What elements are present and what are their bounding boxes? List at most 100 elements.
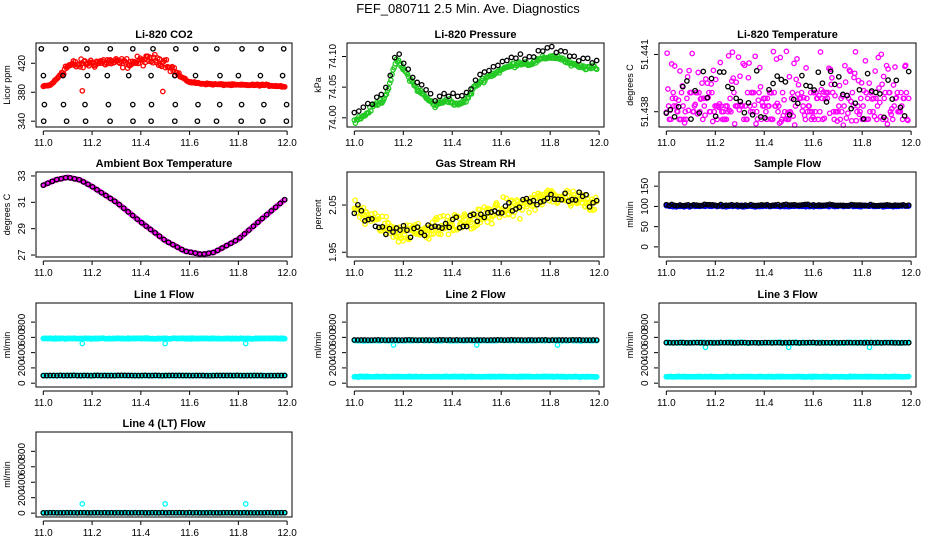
- x-tick-label: 11.6: [804, 138, 823, 149]
- data-point: [704, 94, 711, 101]
- data-point: [576, 337, 583, 343]
- data-point: [755, 97, 762, 104]
- data-point: [474, 218, 481, 225]
- data-point: [446, 224, 453, 231]
- data-point: [810, 202, 817, 208]
- data-point: [747, 201, 754, 208]
- data-point: [572, 197, 579, 203]
- data-point: [799, 108, 806, 114]
- data-point: [254, 509, 261, 516]
- data-point: [108, 372, 115, 379]
- data-point: [416, 337, 423, 343]
- data-point: [746, 60, 752, 66]
- data-point: [667, 106, 674, 113]
- data-point: [283, 118, 290, 125]
- data-point: [876, 85, 882, 91]
- data-point: [885, 77, 891, 83]
- data-point: [744, 116, 750, 123]
- data-point: [432, 223, 438, 230]
- data-point: [358, 207, 365, 214]
- data-point: [395, 337, 402, 343]
- data-point: [223, 242, 230, 249]
- data-point: [125, 372, 132, 379]
- x-axis: 11.0 11.2 11.4 11.6 11.8 12.0: [34, 390, 297, 409]
- data-point: [135, 372, 142, 379]
- data-point: [712, 202, 719, 209]
- data-point: [832, 202, 838, 209]
- data-point: [60, 101, 67, 108]
- x-tick-label: 11.0: [34, 268, 53, 279]
- data-point: [196, 509, 203, 516]
- y-tick-label: 400: [640, 344, 651, 361]
- data-point: [535, 337, 542, 343]
- data-point: [727, 95, 733, 102]
- data-point: [699, 80, 705, 86]
- data-point: [261, 372, 268, 379]
- data-point: [40, 372, 47, 379]
- data-point: [858, 339, 864, 346]
- data-point: [123, 55, 130, 62]
- data-point: [832, 92, 838, 99]
- panel-title: Line 2 Flow: [446, 289, 506, 301]
- data-point: [876, 99, 883, 106]
- y-tick-label: 74.00: [328, 105, 339, 130]
- data-point: [91, 372, 98, 379]
- data-point: [702, 112, 708, 119]
- plot-frame: [35, 171, 293, 258]
- data-point: [886, 89, 893, 96]
- data-point: [200, 509, 206, 516]
- data-point: [176, 372, 183, 379]
- data-point: [172, 101, 179, 108]
- data-point: [807, 89, 814, 96]
- data-point: [354, 337, 361, 343]
- data-point: [770, 48, 777, 55]
- data-point: [774, 73, 781, 79]
- data-point: [129, 101, 136, 108]
- data-point: [753, 108, 760, 115]
- data-point: [889, 202, 896, 209]
- data-point: [442, 220, 449, 227]
- data-point: [54, 372, 60, 379]
- data-point: [261, 101, 267, 108]
- data-point: [586, 204, 593, 210]
- data-point: [111, 372, 118, 379]
- data-point: [179, 509, 186, 516]
- data-point: [539, 337, 545, 343]
- data-point: [698, 95, 705, 102]
- data-point: [867, 201, 874, 208]
- x-tick-label: 11.2: [83, 138, 102, 149]
- data-point: [802, 116, 809, 123]
- data-point: [766, 202, 773, 209]
- data-point: [227, 509, 234, 516]
- data-point: [671, 113, 678, 120]
- data-point: [82, 101, 88, 108]
- data-point: [383, 231, 389, 238]
- data-point: [522, 56, 528, 63]
- data-point: [680, 103, 686, 109]
- x-tick-label: 11.2: [706, 398, 725, 409]
- data-point: [351, 109, 358, 116]
- data-point: [400, 60, 407, 67]
- data-point: [735, 339, 741, 346]
- data-point: [816, 108, 823, 115]
- x-axis: 11.0 11.2 11.4 11.6 11.8 12.0: [345, 260, 609, 279]
- data-point: [724, 339, 731, 346]
- data-point: [115, 372, 121, 379]
- y-axis-label: ml/min: [313, 332, 323, 359]
- data-point: [800, 94, 807, 101]
- data-point: [786, 339, 793, 346]
- data-point: [171, 64, 178, 71]
- data-point: [844, 339, 851, 346]
- data-point: [573, 337, 580, 343]
- data-point: [593, 197, 600, 204]
- y-tick-label: 200: [328, 359, 339, 376]
- data-point: [76, 61, 83, 67]
- data-point: [484, 219, 491, 225]
- data-point: [444, 213, 451, 220]
- data-point: [515, 337, 522, 343]
- data-point: [488, 220, 495, 227]
- data-point: [794, 202, 800, 209]
- data-point: [778, 76, 785, 83]
- data-point: [812, 108, 819, 115]
- data-point: [169, 372, 176, 379]
